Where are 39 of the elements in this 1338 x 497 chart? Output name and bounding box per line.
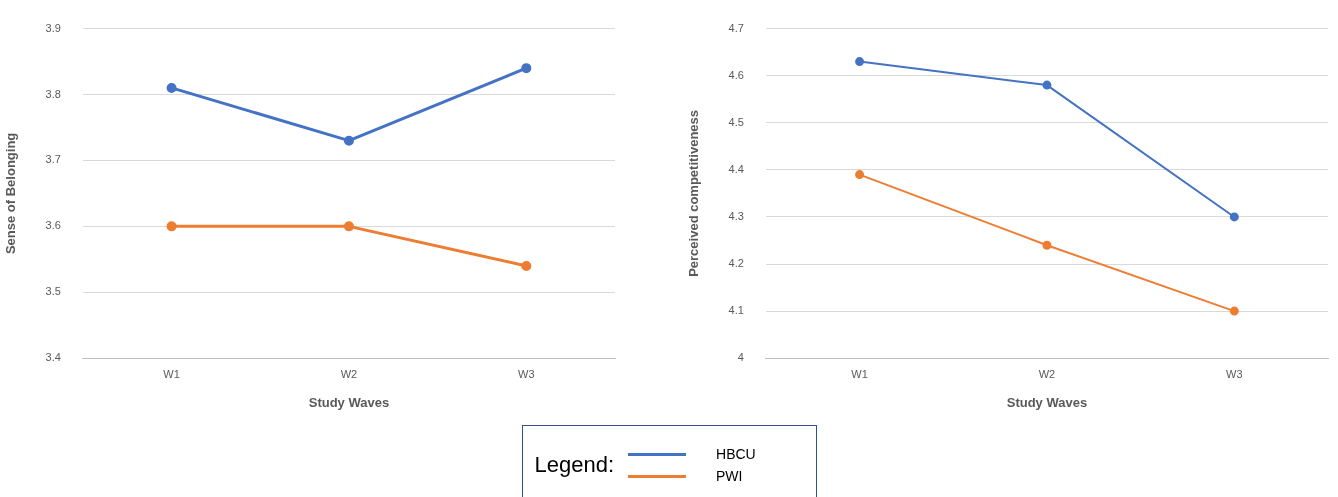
y-tick-label: 4.4 [728, 162, 744, 175]
y-tick-label: 3.8 [45, 87, 61, 100]
y-tick-label: 3.6 [45, 219, 61, 232]
y-tick-label: 3.5 [45, 285, 61, 298]
y-tick-label: 4 [737, 351, 744, 364]
point [1229, 212, 1239, 222]
point [855, 57, 865, 67]
y-axis-title: Sense of Belonging [3, 132, 19, 255]
point [166, 221, 177, 232]
y-tick-label: 4.3 [728, 209, 744, 222]
x-tick-label: W2 [340, 367, 358, 380]
x-tick-label: W3 [518, 367, 535, 380]
point [521, 63, 532, 74]
y-tick-label: 3.4 [45, 351, 61, 364]
x-tick-label: W2 [1038, 367, 1056, 380]
x-tick-label: W1 [851, 367, 868, 380]
y-axis-title: Perceived competitiveness [686, 109, 702, 277]
y-tick-label: 3.7 [45, 153, 61, 166]
legend-label: PWI [716, 468, 743, 484]
point [1229, 306, 1239, 316]
y-tick-label: 4.5 [728, 115, 744, 128]
point [1042, 240, 1052, 250]
y-tick-label: 4.7 [728, 21, 744, 34]
legend-label: HBCU [716, 446, 756, 462]
point [343, 221, 354, 232]
point [166, 82, 177, 93]
x-axis-title: Study Waves [308, 394, 390, 410]
point [521, 260, 532, 271]
y-tick-label: 4.2 [728, 257, 744, 270]
x-tick-label: W3 [1226, 367, 1243, 380]
legend-title: Legend: [534, 452, 615, 478]
x-axis-title: Study Waves [1006, 394, 1088, 410]
point [855, 170, 865, 180]
x-tick-label: W1 [163, 367, 180, 380]
y-tick-label: 4.6 [728, 68, 744, 81]
y-tick-label: 3.9 [45, 21, 61, 34]
y-tick-label: 4.1 [728, 304, 744, 317]
point [1042, 80, 1052, 90]
point [343, 135, 354, 146]
